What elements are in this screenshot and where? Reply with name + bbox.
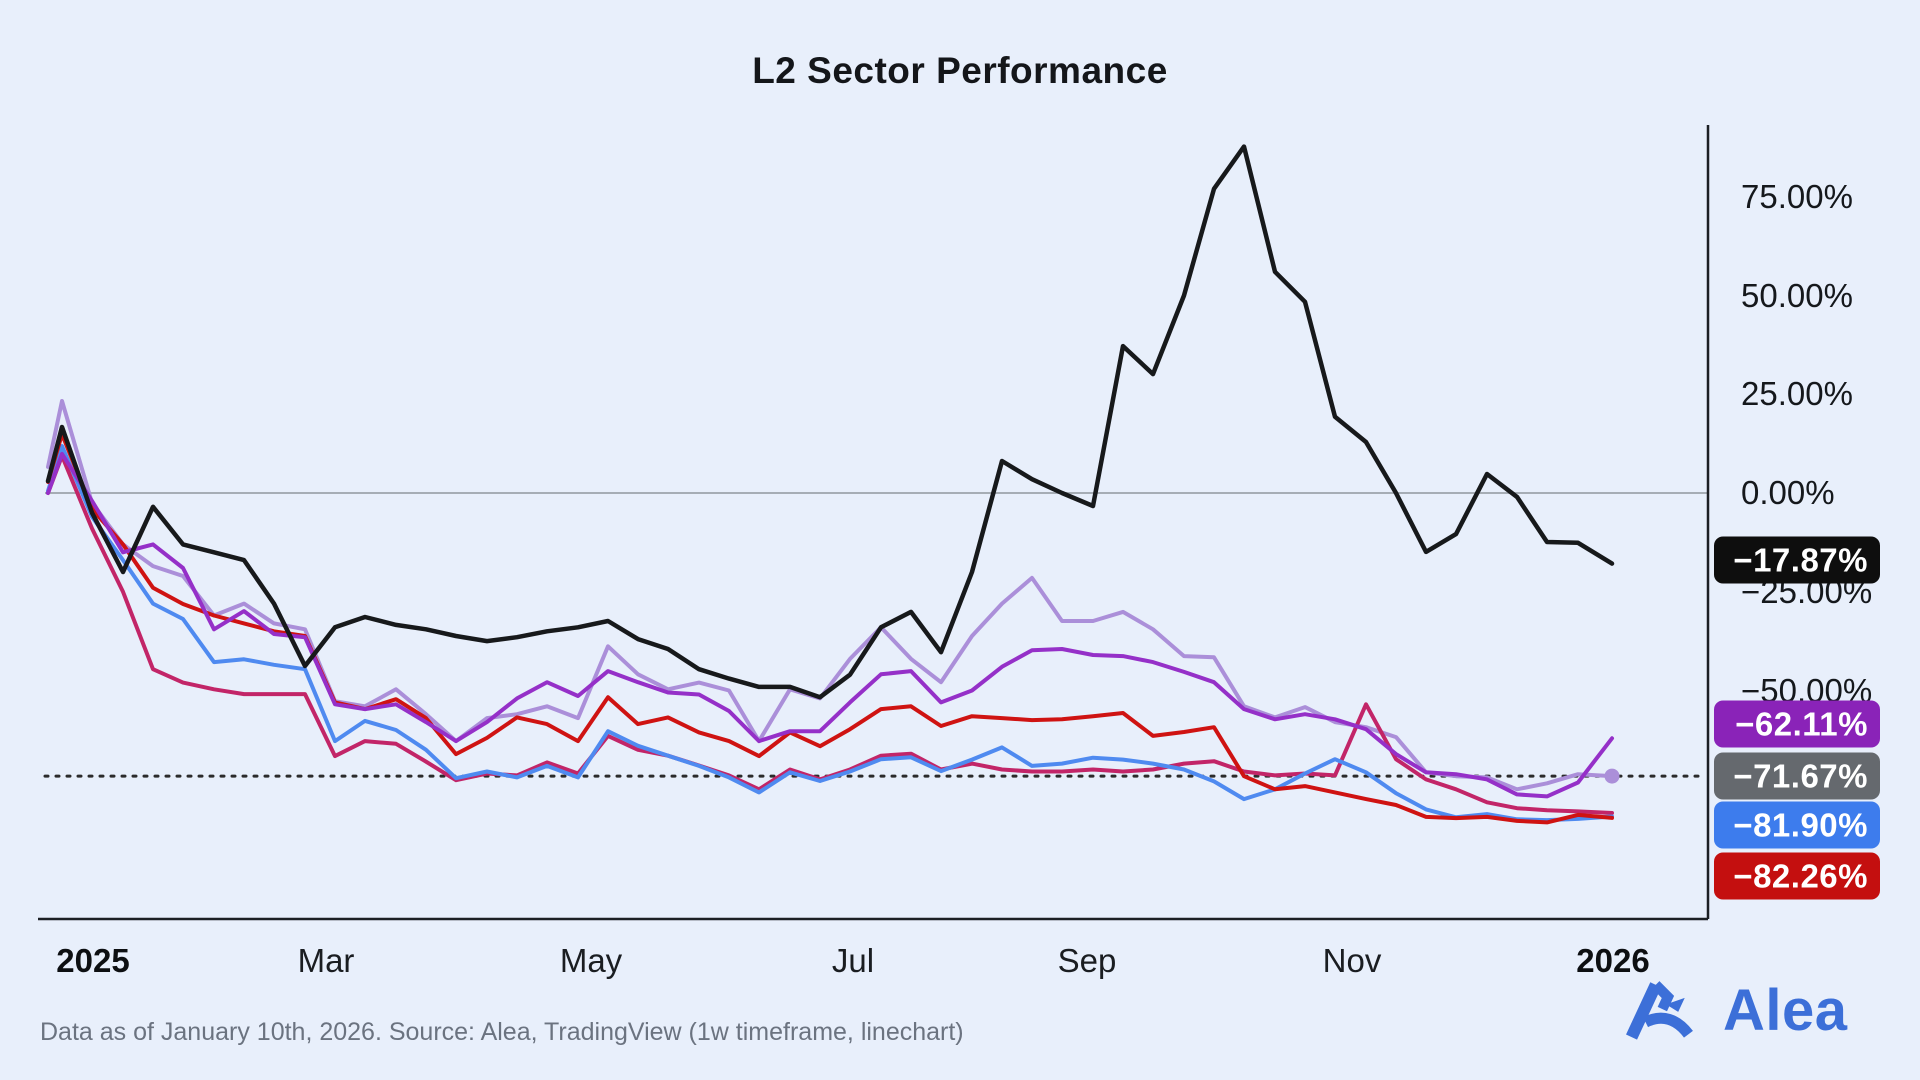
x-tick-May: May	[559, 942, 623, 979]
x-tick-Jul: Jul	[831, 942, 875, 979]
page-title: L2 Sector Performance	[752, 50, 1168, 91]
x-tick-Sep: Sep	[1057, 942, 1117, 979]
y-tick-0: 0.00%	[1741, 474, 1835, 511]
y-tick-50: 50.00%	[1741, 276, 1853, 314]
series-line-polygon	[46, 451, 1614, 799]
series-line-arbitrum	[46, 444, 1614, 823]
x-tick-2026: 2026	[1576, 942, 1650, 979]
starknet-end-dot	[1604, 768, 1620, 784]
series-end-marker	[1604, 768, 1620, 784]
x-tick-Nov: Nov	[1322, 942, 1382, 979]
brand-name: Alea	[1723, 977, 1848, 1043]
badge-starknet: −71.67%	[1714, 752, 1880, 800]
alea-logo-icon	[1626, 981, 1693, 1040]
y-tick-25: 25.00%	[1741, 375, 1853, 413]
brand-logo: Alea	[1625, 975, 1848, 1045]
badge-mantle: −17.87%	[1714, 536, 1880, 584]
x-tick-Mar: Mar	[297, 942, 355, 979]
badge-arbitrum: −81.90%	[1714, 801, 1880, 849]
badge-polygon: −62.11%	[1714, 700, 1880, 748]
footer-note: Data as of January 10th, 2026. Source: A…	[40, 1018, 964, 1046]
badge-optimism: −82.26%	[1714, 852, 1880, 900]
series-line-mantle	[45, 144, 1615, 700]
series-lines	[45, 144, 1615, 825]
x-tick-2025: 2025	[56, 942, 130, 979]
y-tick-75: 75.00%	[1741, 177, 1853, 215]
